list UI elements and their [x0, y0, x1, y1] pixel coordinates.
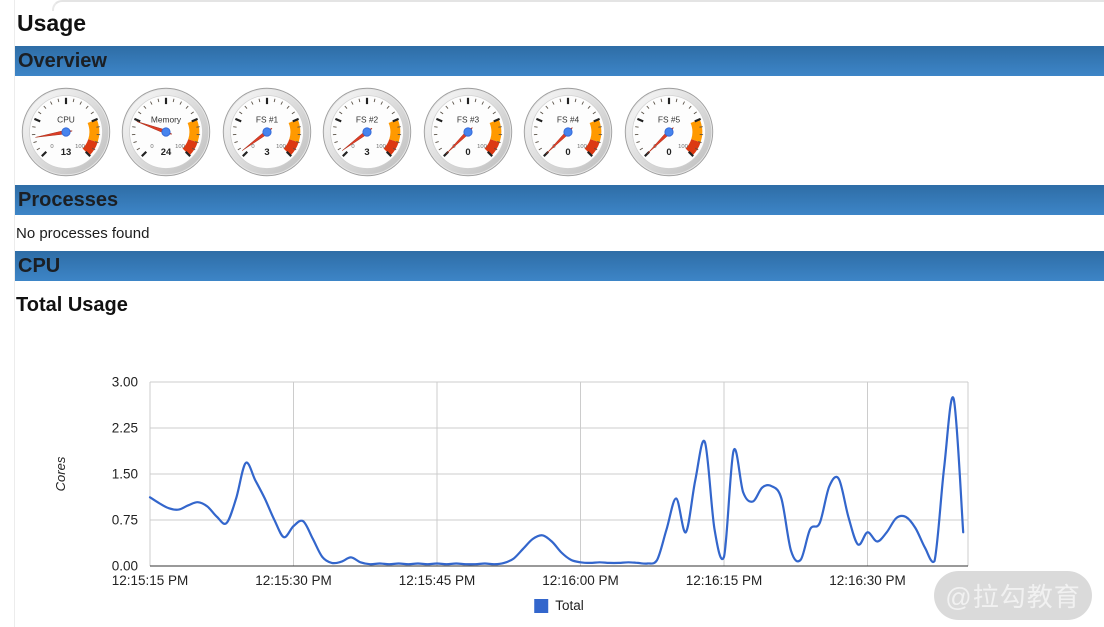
legend-label-total: Total: [555, 598, 584, 613]
gauge-hub: [161, 127, 172, 137]
gauge-fs-2: 0 100 FS #2 3: [323, 87, 412, 177]
page-title: Usage: [17, 10, 87, 36]
gauge-label: FS #5: [658, 115, 681, 125]
watermark-badge: @拉勾教育: [934, 571, 1092, 620]
chart-canvas: 0.00 0.75 1.50 2.25 3.00 12:15:15 PM 12:15:30 …: [53, 375, 969, 588]
section-header-overview-label: Overview: [18, 50, 107, 72]
y-tick-label: 1.50: [112, 467, 138, 482]
gauge-hub: [563, 127, 573, 137]
gauge-max-label: 100: [276, 144, 287, 150]
gauge-max-label: 100: [376, 144, 387, 150]
gauge-max-label: 100: [176, 144, 187, 150]
y-tick-label: 3.00: [112, 375, 138, 390]
gauge-hub: [664, 127, 674, 137]
gauge-value: 13: [61, 147, 72, 158]
gauge-row: 0 100 CPU 13 0 100 Memory 24: [15, 76, 1104, 185]
gauge-fs-4: 0 100 FS #4 0: [524, 87, 613, 177]
gauge-min-label: 0: [251, 144, 255, 150]
gauge-fs-3: 0 100 FS #3 0: [423, 87, 513, 177]
gauge-value: 0: [566, 147, 571, 158]
chart-legend: Total: [534, 598, 584, 613]
gauge-label: FS #2: [356, 115, 379, 125]
x-tick-label: 12:16:15 PM: [686, 573, 763, 588]
gauge-label: FS #4: [557, 115, 580, 125]
gauge-hub: [61, 127, 71, 137]
gauge-label: CPU: [57, 115, 75, 125]
y-tick-label: 0.00: [112, 559, 138, 574]
section-header-processes: Processes: [15, 185, 1104, 215]
gauge-max-label: 100: [678, 144, 689, 150]
gauge-memory: 0 100 Memory 24: [122, 87, 211, 177]
y-tick-label: 2.25: [112, 421, 138, 436]
x-tick-label: 12:16:00 PM: [542, 573, 619, 588]
section-header-cpu: CPU: [15, 251, 1104, 281]
section-header-overview: Overview: [15, 46, 1104, 76]
gauge-value: 0: [465, 147, 470, 158]
x-tick-label: 12:15:45 PM: [399, 573, 476, 588]
gauge-hub: [262, 127, 272, 137]
gauge-min-label: 0: [151, 144, 155, 150]
section-header-processes-label: Processes: [18, 189, 119, 211]
y-axis-title: Cores: [53, 456, 68, 491]
gauge-value: 3: [264, 147, 269, 158]
gauge-max-label: 100: [477, 144, 488, 150]
chart-title: Total Usage: [16, 294, 128, 316]
y-tick-label: 0.75: [112, 513, 138, 528]
gauge-label: FS #1: [256, 115, 279, 125]
gauge-min-label: 0: [50, 144, 54, 150]
gauge-fs-1: 0 100 FS #1 3: [222, 87, 312, 177]
legend-swatch-total: [534, 598, 549, 613]
processes-empty-text: No processes found: [16, 225, 150, 242]
gauge-fs-5: 0 100 FS #5 0: [624, 87, 713, 177]
gauge-max-label: 100: [75, 144, 86, 150]
gauge-hub: [463, 127, 473, 137]
x-tick-label: 12:16:30 PM: [829, 573, 906, 588]
gauge-value: 3: [365, 147, 370, 158]
gauge-label: FS #3: [457, 115, 480, 125]
cpu-total-usage-chart: 0.00 0.75 1.50 2.25 3.00 12:15:15 PM 12:15:30 …: [15, 317, 1104, 592]
x-tick-label: 12:15:30 PM: [255, 573, 332, 588]
gauge-max-label: 100: [577, 144, 588, 150]
usage-panel: Usage Overview 0 100 CPU 13: [14, 0, 1104, 627]
series-line-total: [148, 396, 965, 566]
gauge-label: Memory: [151, 115, 182, 125]
gauge-hub: [362, 127, 372, 137]
x-tick-label: 12:15:15 PM: [112, 573, 189, 588]
gauge-value: 0: [666, 147, 671, 158]
gauge-cpu: 0 100 CPU 13: [21, 87, 111, 177]
gauge-value: 24: [161, 147, 172, 158]
gauge-min-label: 0: [352, 144, 356, 150]
section-header-cpu-label: CPU: [18, 255, 61, 277]
